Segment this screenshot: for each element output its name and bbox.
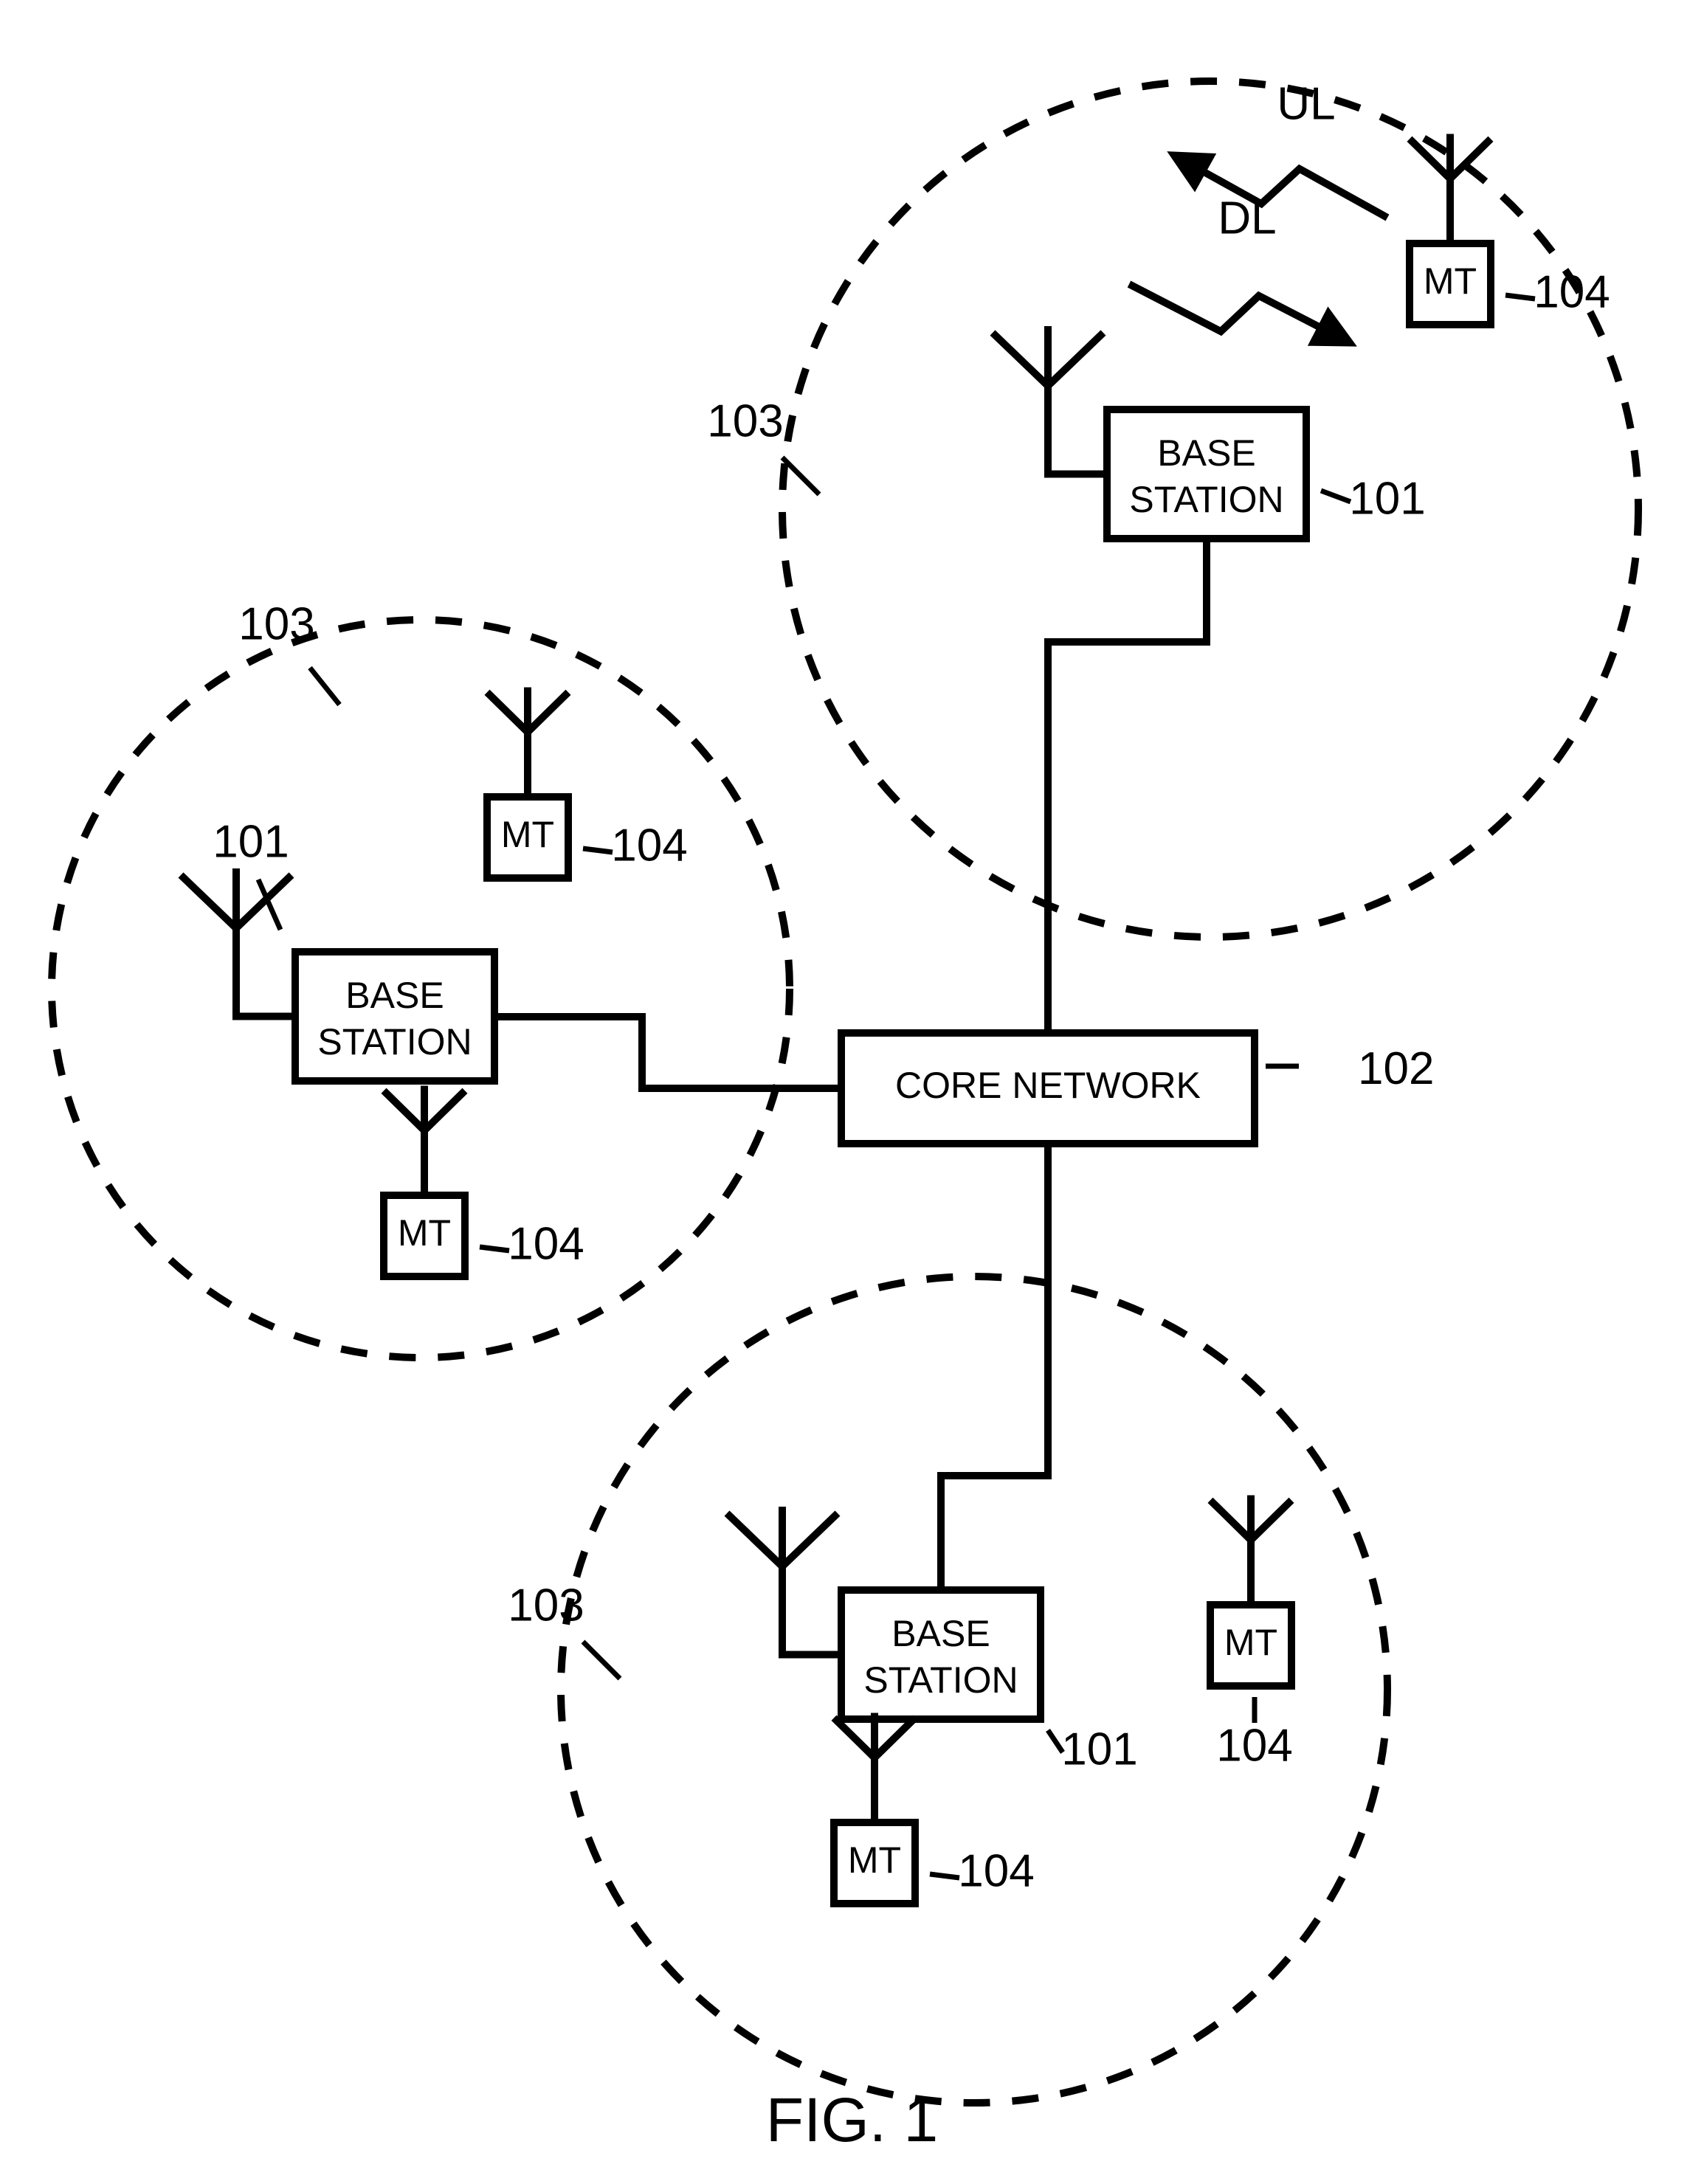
base-station-label-top: BASE — [891, 1613, 990, 1654]
base-station-label-bot: STATION — [317, 1021, 472, 1062]
ref-101: 101 — [1349, 473, 1425, 524]
mt-label: MT — [1224, 1622, 1277, 1663]
mt-label: MT — [398, 1212, 451, 1254]
base-station-label-top: BASE — [1157, 432, 1255, 474]
ref-104: 104 — [508, 1218, 584, 1269]
base-station-label-bot: STATION — [1129, 479, 1283, 520]
ref-102: 102 — [1358, 1043, 1434, 1094]
wireless-label-dl: DL — [1218, 193, 1276, 243]
ref-104: 104 — [611, 820, 687, 871]
base-station-label-bot: STATION — [863, 1659, 1018, 1701]
wireless-arrow — [1173, 155, 1387, 218]
wireless-label-ul: UL — [1277, 78, 1335, 129]
ref-103: 103 — [707, 395, 783, 446]
ref-101: 101 — [213, 816, 289, 867]
mt-label: MT — [501, 814, 554, 855]
figure-caption: FIG. 1 — [766, 2085, 938, 2154]
wireless-arrow — [1129, 284, 1351, 343]
network-diagram: CORE NETWORK 102 103 BASE STATION 101 MT 104 MT 1… — [0, 0, 1704, 2184]
ref-104: 104 — [958, 1845, 1034, 1896]
base-station-label-top: BASE — [345, 975, 444, 1016]
mt-label: MT — [1424, 260, 1477, 302]
core-network-label: CORE NETWORK — [895, 1065, 1201, 1106]
ref-101: 101 — [1061, 1724, 1137, 1774]
ref-104: 104 — [1216, 1720, 1292, 1771]
ref-103: 103 — [508, 1580, 584, 1631]
mt-label: MT — [848, 1839, 901, 1881]
ref-103: 103 — [238, 598, 314, 649]
ref-104: 104 — [1534, 266, 1610, 317]
